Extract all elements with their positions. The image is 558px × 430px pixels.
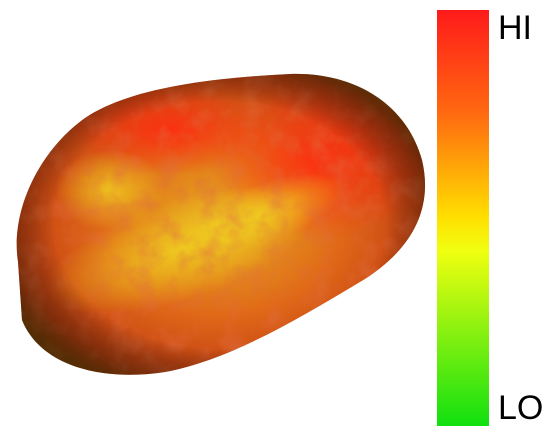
color-scale: [437, 10, 489, 426]
low-label: LO: [498, 389, 543, 427]
visualization: HI LO: [0, 0, 558, 430]
heat-surface: [0, 60, 440, 390]
high-label: HI: [498, 9, 532, 47]
